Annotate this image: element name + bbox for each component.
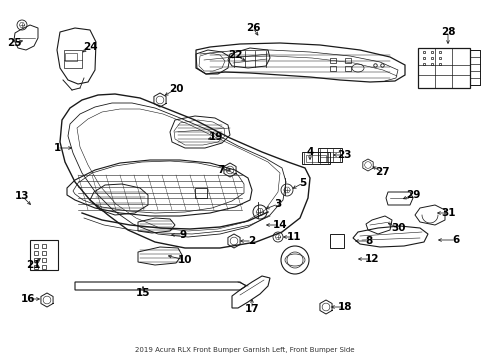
Text: 28: 28 — [441, 27, 455, 37]
Text: 17: 17 — [245, 304, 259, 314]
Text: 7: 7 — [217, 165, 225, 175]
Text: 1: 1 — [53, 143, 61, 153]
Text: 9: 9 — [179, 230, 187, 240]
Text: 11: 11 — [287, 232, 301, 242]
Text: 29: 29 — [406, 190, 420, 200]
Text: 2019 Acura RLX Front Bumper Garnish Left, Front Bumper Side: 2019 Acura RLX Front Bumper Garnish Left… — [135, 347, 355, 353]
Text: 19: 19 — [209, 132, 223, 142]
Text: 31: 31 — [442, 208, 456, 218]
Text: 8: 8 — [366, 236, 372, 246]
Text: 3: 3 — [274, 199, 282, 209]
Text: 14: 14 — [273, 220, 287, 230]
Text: 16: 16 — [21, 294, 35, 304]
Text: 5: 5 — [299, 178, 307, 188]
Text: 18: 18 — [338, 302, 352, 312]
Text: 20: 20 — [169, 84, 183, 94]
Text: 24: 24 — [83, 42, 98, 52]
Text: 10: 10 — [178, 255, 192, 265]
Text: 26: 26 — [246, 23, 260, 33]
Text: 23: 23 — [337, 150, 351, 160]
Text: 15: 15 — [136, 288, 150, 298]
Text: 30: 30 — [392, 223, 406, 233]
Text: 6: 6 — [452, 235, 460, 245]
Text: 25: 25 — [7, 38, 21, 48]
Text: 27: 27 — [375, 167, 390, 177]
Text: 22: 22 — [228, 50, 242, 60]
Text: 13: 13 — [15, 191, 29, 201]
Text: 2: 2 — [248, 236, 256, 246]
Text: 12: 12 — [365, 254, 379, 264]
Text: 4: 4 — [306, 147, 314, 157]
Text: 21: 21 — [26, 260, 40, 270]
